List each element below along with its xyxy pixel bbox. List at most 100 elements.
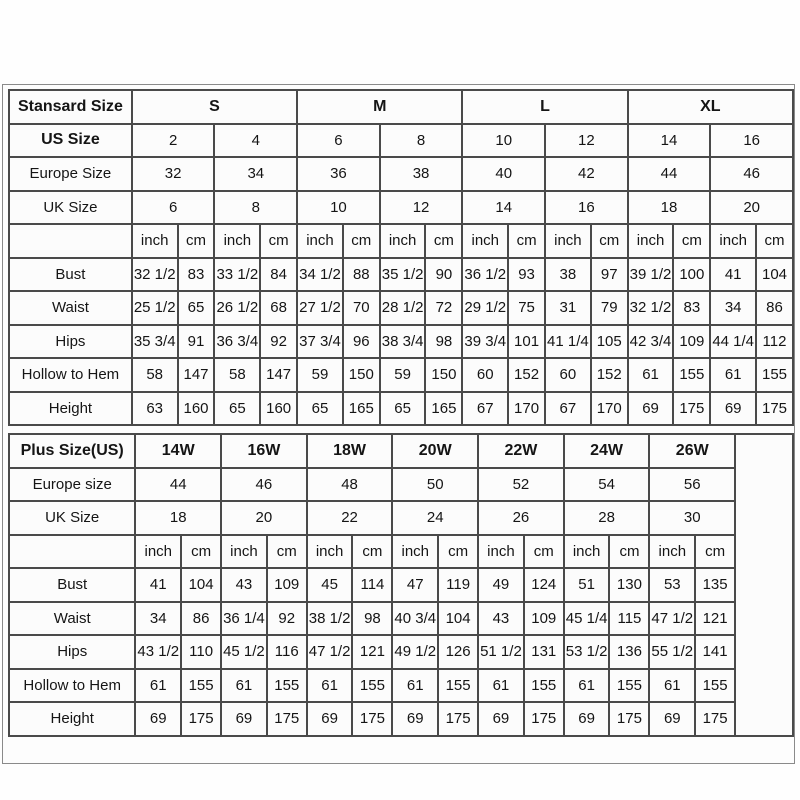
measurement-value-cell: 86	[180, 600, 223, 636]
measurement-value-cell: 53	[648, 567, 697, 603]
measurement-value-cell: 155	[755, 357, 794, 393]
size-value-cell: 48	[305, 466, 394, 502]
size-value-cell: 52	[477, 466, 565, 502]
row-label: UK Size	[7, 500, 137, 536]
measurement-value-cell: 41 1/4	[544, 323, 592, 359]
measurement-value-cell: 175	[694, 701, 737, 737]
measurement-value-cell: 33 1/2	[213, 256, 262, 292]
measurement-value-cell: 121	[694, 600, 737, 636]
unit-cell: cm	[265, 533, 308, 569]
measurement-value-cell: 124	[522, 567, 565, 603]
measurement-value-cell: 97	[589, 256, 629, 292]
measurement-value-cell: 67	[461, 390, 510, 426]
measurement-value-cell: 69	[305, 701, 354, 737]
size-value-cell: 46	[220, 466, 308, 502]
size-value-cell: 38	[378, 156, 464, 192]
measurement-value-cell: 69	[220, 701, 268, 737]
measurement-value-cell: 36 3/4	[213, 323, 262, 359]
size-value-cell: 8	[378, 122, 464, 158]
size-value-cell: 10	[461, 122, 547, 158]
measurement-value-cell: 28 1/2	[378, 290, 427, 326]
size-value-cell: 40	[461, 156, 547, 192]
size-group-cell: M	[296, 89, 464, 125]
measurement-value-cell: 175	[265, 701, 308, 737]
size-value-cell: 36	[296, 156, 381, 192]
measurement-value-cell: 165	[341, 390, 381, 426]
measurement-value-cell: 31	[544, 290, 592, 326]
measurement-row-label: Hips	[8, 323, 133, 359]
measurement-value-cell: 110	[180, 634, 223, 670]
size-value-cell: 32	[130, 156, 216, 192]
measurement-value-cell: 79	[589, 290, 629, 326]
measurement-value-cell: 100	[672, 256, 712, 292]
unit-cell: inch	[709, 223, 758, 259]
measurement-value-cell: 53 1/2	[562, 634, 611, 670]
measurement-value-cell: 175	[608, 701, 651, 737]
measurement-row-label: Hollow to Hem	[8, 357, 133, 393]
size-value-cell: 50	[391, 466, 480, 502]
size-value-cell: 6	[296, 122, 381, 158]
size-group-cell: 18W	[305, 433, 394, 469]
measurement-value-cell: 67	[544, 390, 592, 426]
measurement-value-cell: 38 3/4	[378, 323, 427, 359]
size-group-cell: S	[130, 89, 299, 125]
measurement-value-cell: 175	[672, 390, 712, 426]
measurement-value-cell: 41	[134, 567, 183, 603]
size-value-cell: 46	[709, 156, 794, 192]
measurement-value-cell: 58	[213, 357, 262, 393]
measurement-value-cell: 155	[351, 667, 394, 703]
table-title: Stansard Size	[8, 89, 133, 125]
measurement-value-cell: 84	[259, 256, 299, 292]
size-value-cell: 44	[134, 466, 223, 502]
measurement-value-cell: 55 1/2	[648, 634, 697, 670]
measurement-value-cell: 35 3/4	[130, 323, 179, 359]
measurement-value-cell: 83	[176, 256, 216, 292]
measurement-value-cell: 34	[709, 290, 758, 326]
empty-cell	[734, 433, 794, 737]
unit-cell: cm	[694, 533, 737, 569]
measurement-value-cell: 35 1/2	[378, 256, 427, 292]
unit-cell: inch	[648, 533, 697, 569]
size-value-cell: 14	[626, 122, 712, 158]
size-value-cell: 28	[562, 500, 651, 536]
measurement-row-label: Hollow to Hem	[7, 667, 137, 703]
measurement-value-cell: 175	[522, 701, 565, 737]
measurement-value-cell: 69	[477, 701, 525, 737]
unit-cell: inch	[626, 223, 675, 259]
measurement-value-cell: 72	[424, 290, 464, 326]
measurement-row-label: Hips	[7, 634, 137, 670]
measurement-value-cell: 104	[755, 256, 794, 292]
measurement-value-cell: 47	[391, 567, 440, 603]
measurement-value-cell: 25 1/2	[130, 290, 179, 326]
measurement-value-cell: 65	[378, 390, 427, 426]
measurement-value-cell: 109	[672, 323, 712, 359]
measurement-value-cell: 175	[180, 701, 223, 737]
measurement-value-cell: 152	[589, 357, 629, 393]
size-group-cell: 14W	[134, 433, 223, 469]
unit-cell: inch	[477, 533, 525, 569]
measurement-value-cell: 109	[522, 600, 565, 636]
unit-cell: cm	[259, 223, 299, 259]
unit-cell: cm	[180, 533, 223, 569]
table-title: Plus Size(US)	[7, 433, 137, 469]
unit-cell: inch	[461, 223, 510, 259]
measurement-value-cell: 61	[391, 667, 440, 703]
measurement-value-cell: 49	[477, 567, 525, 603]
measurement-row-label: Height	[8, 390, 133, 426]
row-label: Europe size	[7, 466, 137, 502]
measurement-value-cell: 131	[522, 634, 565, 670]
unit-cell: inch	[130, 223, 179, 259]
measurement-value-cell: 160	[259, 390, 299, 426]
measurement-value-cell: 69	[626, 390, 675, 426]
size-value-cell: 24	[391, 500, 480, 536]
measurement-value-cell: 36 1/4	[220, 600, 268, 636]
row-label: US Size	[8, 122, 133, 158]
measurement-value-cell: 61	[134, 667, 183, 703]
measurement-value-cell: 150	[424, 357, 464, 393]
measurement-value-cell: 39 1/2	[626, 256, 675, 292]
measurement-value-cell: 98	[424, 323, 464, 359]
measurement-value-cell: 96	[341, 323, 381, 359]
standard-size-table: Stansard Size S M L XL US Size 2 4 6 8 10 12 14 16 Eur…	[8, 89, 795, 426]
measurement-value-cell: 45 1/2	[220, 634, 268, 670]
